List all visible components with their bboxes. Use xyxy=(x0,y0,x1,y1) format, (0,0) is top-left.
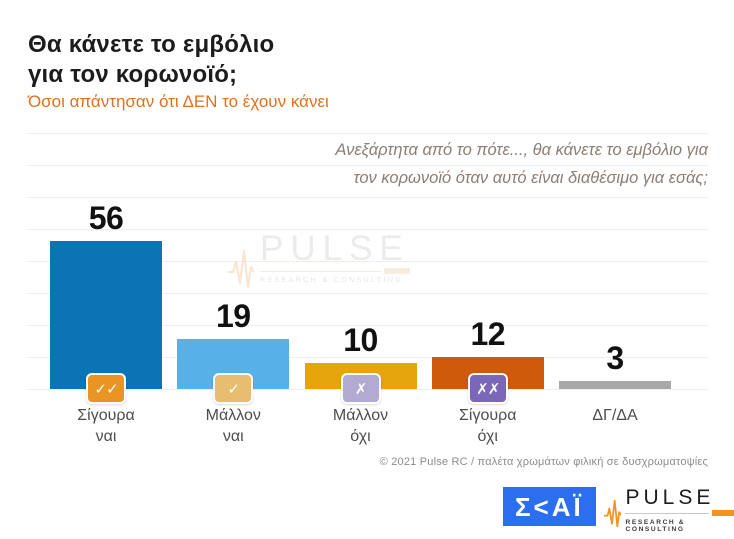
question-line-2: τον κορωνοϊό όταν αυτό είναι διαθέσιμο γ… xyxy=(353,169,708,188)
bar-value-label: 10 xyxy=(343,322,378,358)
single-check-icon: ✓ xyxy=(213,373,254,404)
pulse-logo-accent xyxy=(712,510,734,516)
bar-column: 12 ✗✗ Σίγουρα όχι xyxy=(431,316,544,445)
category-label: Σίγουρα ναι xyxy=(77,407,135,445)
category-label: Μάλλον όχι xyxy=(332,407,389,445)
category-label: Μάλλον ναι xyxy=(205,407,261,445)
page-title: Θα κάνετε το εμβόλιο για τον κορωνοϊό; xyxy=(28,30,274,90)
category-label: ΔΓ/ΔΑ xyxy=(592,407,638,424)
bar-columns: 56 ✓✓ Σίγουρα ναι 19 ✓ Μάλλον ναι 10 ✗ Μάλλον όχ… xyxy=(50,0,671,445)
single-x-icon: ✗ xyxy=(340,373,381,404)
skai-logo: Σ<ΑΪ xyxy=(503,487,596,526)
bar-value-label: 3 xyxy=(606,340,624,376)
title-line-2: για τον κορωνοϊό; xyxy=(28,61,238,89)
bar-column: 56 ✓✓ Σίγουρα ναι xyxy=(50,200,162,445)
pulse-logo-brand: PULSE xyxy=(625,486,715,509)
pulse-logo-tagline: RESEARCH & CONSULTING xyxy=(625,519,686,533)
copyright-note: © 2021 Pulse RC / παλέτα χρωμάτων φιλική… xyxy=(379,456,708,468)
bar xyxy=(50,241,162,389)
bar-value-label: 12 xyxy=(470,316,506,352)
bar-column: 19 ✓ Μάλλον ναι xyxy=(177,298,290,445)
pulse-logo: PULSE RESEARCH & CONSULTING xyxy=(603,486,734,533)
pulse-waveform-icon xyxy=(603,499,622,528)
page-subtitle: Όσοι απάντησαν ότι ΔΕΝ το έχουν κάνει xyxy=(28,92,329,111)
double-check-icon: ✓✓ xyxy=(86,373,126,404)
bar-value-label: 19 xyxy=(215,298,251,334)
bar-column: 10 ✗ Μάλλον όχι xyxy=(304,322,417,445)
title-line-1: Θα κάνετε το εμβόλιο xyxy=(28,31,275,58)
bar-value-label: 56 xyxy=(88,200,124,236)
question-line-1: Ανεξάρτητα από το πότε..., θα κάνετε το … xyxy=(335,141,708,159)
double-x-icon: ✗✗ xyxy=(467,373,508,404)
footer-logos: Σ<ΑΪ PULSE RESEARCH & CONSULTING xyxy=(503,487,734,533)
survey-question: Ανεξάρτητα από το πότε..., θα κάνετε το … xyxy=(335,136,708,193)
bar-column: 3 ΔΓ/ΔΑ xyxy=(559,340,671,424)
bar xyxy=(559,381,671,389)
category-label: Σίγουρα όχι xyxy=(459,407,517,445)
